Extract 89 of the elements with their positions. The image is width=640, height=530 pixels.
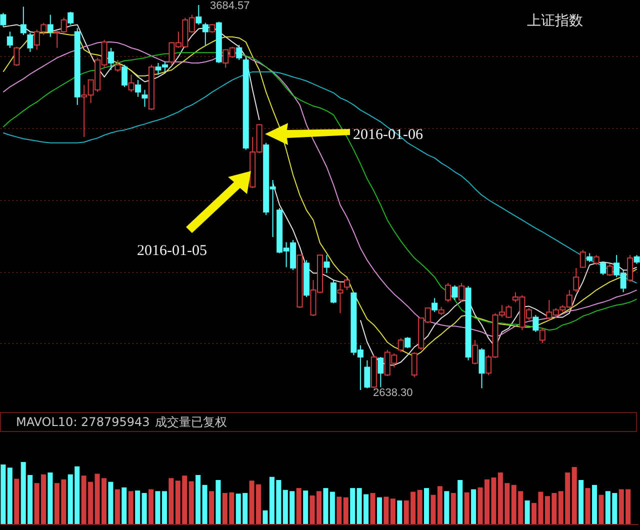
candlestick <box>411 352 418 378</box>
bar <box>323 488 328 524</box>
bar <box>350 488 356 524</box>
bar <box>7 468 12 524</box>
candlestick <box>128 74 134 93</box>
candlestick <box>344 277 350 291</box>
bar <box>128 491 134 524</box>
bar <box>14 478 20 524</box>
bar <box>216 480 221 524</box>
bar <box>168 478 174 524</box>
candlestick <box>14 46 20 66</box>
annotation: 2638.30 <box>373 387 413 399</box>
bar <box>188 481 194 524</box>
bar <box>376 497 382 524</box>
bar <box>450 493 456 524</box>
bar <box>202 484 208 524</box>
candlestick <box>0 12 6 28</box>
bar <box>578 480 584 524</box>
text: 上证指数 <box>527 13 583 29</box>
bar <box>444 491 450 524</box>
bar <box>464 492 470 524</box>
annotation: 2016-01-05 <box>137 243 207 259</box>
candlestick <box>472 340 478 365</box>
bar <box>148 489 154 524</box>
bar <box>336 496 342 524</box>
candlestick <box>600 262 606 276</box>
candlestick <box>135 79 142 98</box>
bar <box>114 489 120 524</box>
candlestick <box>445 282 452 303</box>
candlestick <box>432 298 438 313</box>
bar <box>585 488 590 524</box>
candlestick <box>330 280 336 304</box>
bar <box>598 494 604 524</box>
candlestick <box>108 47 114 70</box>
candlestick <box>452 284 458 300</box>
candlestick <box>122 64 128 88</box>
bar <box>135 490 140 524</box>
bar <box>424 488 430 524</box>
bar <box>417 490 422 524</box>
annotation: 3684.57 <box>210 0 250 12</box>
bar <box>471 489 476 524</box>
candlestick <box>68 11 74 26</box>
bar <box>196 475 201 524</box>
bar <box>296 488 302 524</box>
bar <box>303 490 308 524</box>
candlestick <box>337 282 344 314</box>
bar <box>343 497 348 524</box>
bar <box>390 498 396 524</box>
bar <box>430 494 436 524</box>
candlestick <box>47 14 54 38</box>
candlestick <box>593 254 600 266</box>
bar <box>524 500 530 524</box>
candlestick <box>202 22 208 46</box>
candlestick <box>6 31 13 48</box>
candlestick <box>606 263 613 277</box>
bar <box>48 472 53 524</box>
candlestick <box>539 328 546 344</box>
candlestick <box>196 4 202 26</box>
bar <box>330 492 335 524</box>
candlestick <box>378 356 384 388</box>
bar <box>122 487 127 524</box>
candlestick <box>142 89 148 108</box>
candlestick <box>458 282 465 303</box>
bar <box>384 496 389 524</box>
candlestick <box>364 360 370 389</box>
bar <box>572 466 577 524</box>
bar <box>0 464 6 524</box>
candlestick <box>580 249 586 268</box>
text: 成交量已复权 <box>155 415 227 429</box>
candlestick <box>627 254 634 282</box>
candlestick <box>398 338 404 353</box>
bar <box>370 493 376 524</box>
candlestick <box>236 44 242 61</box>
text: MAVOL10: 278795943 <box>16 415 150 429</box>
bar <box>108 482 114 524</box>
bar <box>437 486 442 524</box>
bar <box>208 491 214 524</box>
candlestick <box>27 32 34 52</box>
candlestick <box>324 254 330 274</box>
bar <box>592 484 598 524</box>
bar <box>458 480 463 524</box>
candlestick <box>573 267 580 293</box>
candlestick <box>532 314 539 332</box>
candlestick <box>20 6 26 36</box>
bar <box>142 493 147 524</box>
candlestick <box>404 336 411 349</box>
candlestick <box>478 348 485 389</box>
bar <box>397 500 402 524</box>
candlestick <box>114 60 121 72</box>
